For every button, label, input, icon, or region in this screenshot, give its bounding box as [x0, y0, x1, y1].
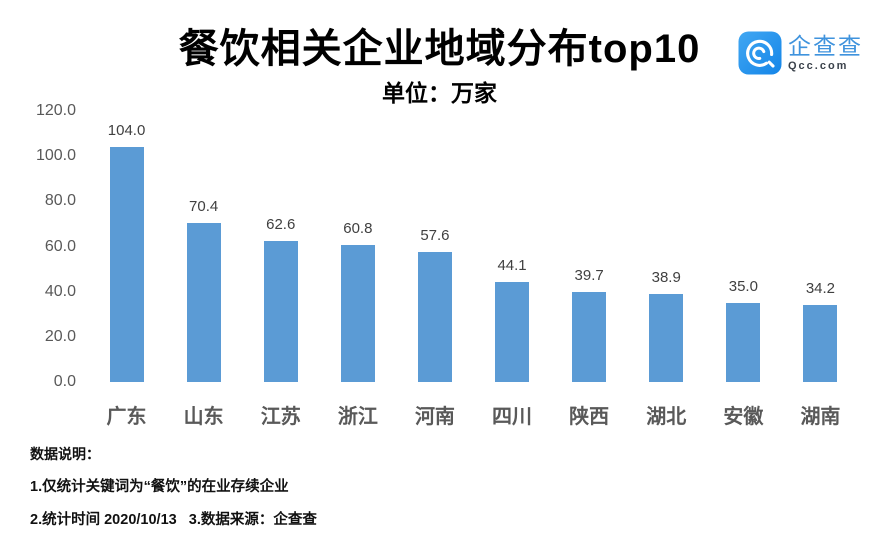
bar-value-label: 62.6 — [266, 215, 296, 233]
bar — [572, 292, 607, 382]
y-axis-tick: 60.0 — [44, 237, 76, 255]
logo-brand-name: 企查查 — [788, 33, 863, 59]
y-axis-tick: 40.0 — [44, 282, 76, 300]
bar — [186, 223, 221, 382]
x-axis-label: 山东 — [183, 406, 224, 428]
chart-unit-subtitle: 单位：万家 — [382, 80, 497, 106]
x-axis-label: 河南 — [414, 406, 455, 428]
plot-area: 104.0 广东 70.4 山东 62.6 江苏 60.8 浙江 57.6 河南 44.1 四川 39.… — [88, 111, 859, 428]
bar-group: 62.6 江苏 — [242, 111, 319, 428]
bar-value-label: 38.9 — [651, 269, 681, 287]
bar — [649, 294, 684, 382]
logo-domain: Qcc.com — [788, 60, 849, 72]
bar-group: 35.0 安徽 — [705, 111, 782, 428]
bar — [417, 251, 452, 382]
bar-value-label: 34.2 — [805, 279, 836, 297]
x-axis-label: 湖南 — [800, 406, 841, 428]
bar — [109, 147, 144, 382]
note-line-1: 1.仅统计关键词为“餐饮”的在业存续企业 — [30, 479, 289, 495]
y-axis-tick: 0.0 — [53, 373, 76, 390]
x-axis-label: 安徽 — [723, 406, 764, 428]
bar-value-label: 60.8 — [343, 219, 373, 237]
bar-group: 104.0 广东 — [88, 111, 165, 428]
y-axis: 120.0 100.0 80.0 60.0 40.0 20.0 0.0 — [20, 102, 76, 390]
chart-title: 餐饮相关企业地域分布top10 — [178, 27, 701, 71]
x-axis-label: 陕西 — [569, 406, 610, 428]
bar-group: 44.1 四川 — [474, 111, 551, 428]
bar-value-label: 35.0 — [728, 277, 758, 295]
qcc-logo-icon — [738, 31, 782, 75]
y-axis-tick: 80.0 — [44, 192, 76, 210]
bar-group: 39.7 陕西 — [551, 111, 628, 428]
bar-group: 34.2 湖南 — [782, 111, 859, 428]
qcc-logo-text: 企查查 Qcc.com — [788, 33, 863, 73]
x-axis-label: 江苏 — [260, 406, 301, 428]
bar — [340, 244, 375, 382]
bar-group: 38.9 湖北 — [628, 111, 705, 428]
bar-value-label: 70.4 — [189, 198, 219, 216]
bar-value-label: 57.6 — [420, 226, 450, 244]
x-axis-label: 湖北 — [646, 406, 687, 428]
note-line-2: 2.统计时间 2020/10/13 3.数据来源：企查查 — [30, 512, 317, 528]
bar-value-label: 104.0 — [107, 122, 146, 140]
qcc-logo: 企查查 Qcc.com — [738, 31, 863, 75]
x-axis-label: 四川 — [492, 406, 533, 428]
x-axis-label: 广东 — [106, 406, 147, 428]
bar — [726, 302, 761, 382]
notes-heading: 数据说明： — [30, 446, 100, 462]
x-axis-label: 浙江 — [337, 406, 378, 428]
bar — [263, 240, 298, 382]
data-notes: 数据说明： 1.仅统计关键词为“餐饮”的在业存续企业 2.统计时间 2020/1… — [30, 446, 317, 528]
bar-group: 70.4 山东 — [165, 111, 242, 428]
bar — [495, 282, 530, 382]
bar-group: 57.6 河南 — [396, 111, 473, 428]
bar-value-label: 39.7 — [574, 267, 604, 285]
bar — [803, 304, 838, 382]
y-axis-tick: 20.0 — [44, 327, 76, 345]
y-axis-tick: 120.0 — [35, 102, 76, 119]
y-axis-tick: 100.0 — [35, 147, 76, 165]
bar-value-label: 44.1 — [497, 257, 527, 275]
bar-group: 60.8 浙江 — [319, 111, 396, 428]
